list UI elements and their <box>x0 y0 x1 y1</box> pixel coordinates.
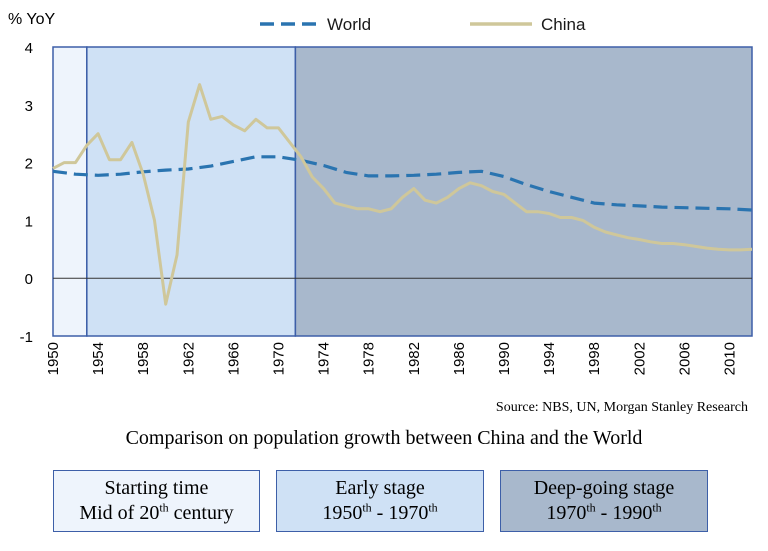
x-tick-label: 1986 <box>451 342 468 375</box>
y-tick-label: 0 <box>25 271 33 288</box>
x-tick-label: 1978 <box>361 342 378 375</box>
x-tick-label: 1958 <box>135 342 152 375</box>
stage-bands <box>52 46 753 337</box>
stage-period: 1950th - 1970th <box>322 500 438 524</box>
series-line-china <box>52 83 753 306</box>
stage-box-starting-time: Starting time Mid of 20th century <box>53 470 260 532</box>
y-tick-label: 2 <box>25 156 33 173</box>
x-tick-label: 1950 <box>45 342 62 375</box>
y-tick-labels: 4 3 2 1 0 -1 <box>20 40 33 346</box>
x-tick-label: 2002 <box>631 342 648 375</box>
x-tick-label: 1990 <box>496 342 513 375</box>
stage-title: Deep-going stage <box>533 477 675 499</box>
stage-title: Early stage <box>335 477 425 499</box>
x-tick-label: 2010 <box>721 342 738 375</box>
stage-box-deep-going-stage: Deep-going stage 1970th - 1990th <box>500 470 708 532</box>
y-tick-label: 4 <box>25 40 33 57</box>
y-tick-label: -1 <box>20 329 33 346</box>
x-tick-label: 2006 <box>676 342 693 375</box>
x-tick-label: 1954 <box>90 342 107 375</box>
stage-title: Starting time <box>104 477 209 499</box>
population-growth-chart: 4 3 2 1 0 -1 1950 1954 1958 1962 1966 1970 1974 1978… <box>8 11 753 375</box>
stage-band-2 <box>294 46 753 337</box>
stage-period: 1970th - 1990th <box>546 500 662 524</box>
y-axis-label: % YoY <box>8 11 55 28</box>
series-line-world <box>52 155 753 212</box>
x-tick-label: 1994 <box>541 342 558 375</box>
stage-band-1 <box>86 46 297 337</box>
stage-band-0 <box>52 46 88 337</box>
series-lines <box>52 83 753 306</box>
x-tick-label: 1962 <box>180 342 197 375</box>
stage-box-early-stage: Early stage 1950th - 1970th <box>276 470 484 532</box>
y-tick-label: 3 <box>25 98 33 115</box>
figure-caption: Comparison on population growth between … <box>125 427 643 449</box>
legend-world-label: World <box>327 15 371 34</box>
x-tick-label: 1998 <box>586 342 603 375</box>
source-note: Source: NBS, UN, Morgan Stanley Research <box>495 400 748 415</box>
x-tick-label: 1966 <box>225 342 242 375</box>
legend-china-label: China <box>541 15 586 34</box>
legend: World China <box>260 15 586 34</box>
x-tick-labels: 1950 1954 1958 1962 1966 1970 1974 1978 1982 1986… <box>45 342 738 375</box>
x-tick-label: 1982 <box>406 342 423 375</box>
x-tick-label: 1970 <box>270 342 287 375</box>
y-tick-label: 1 <box>25 213 33 230</box>
stage-period: Mid of 20th century <box>79 500 234 524</box>
x-tick-label: 1974 <box>316 342 333 375</box>
